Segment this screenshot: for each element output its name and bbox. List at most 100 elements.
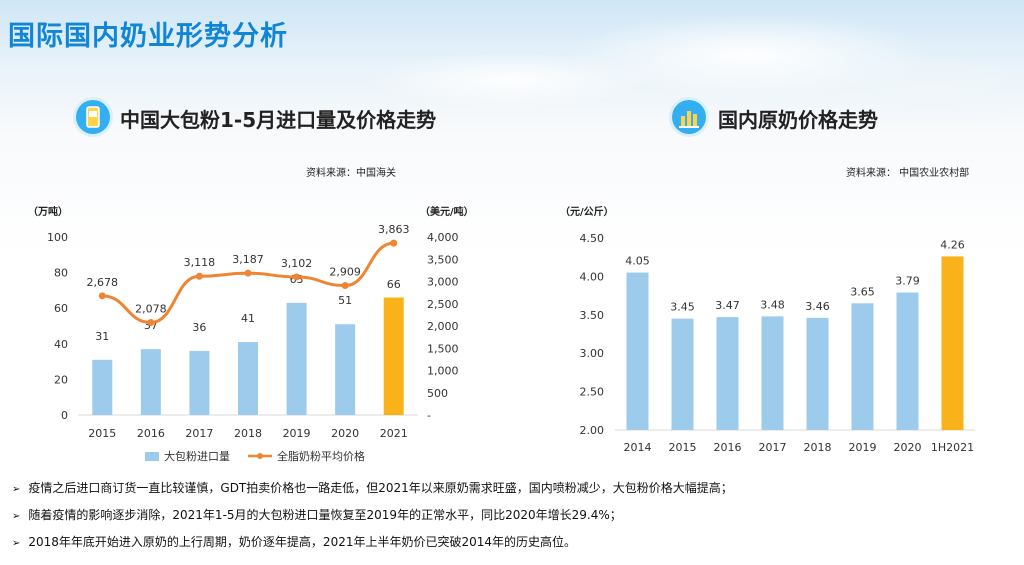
bullet-text: 2018年年底开始进入原奶的上行周期，奶价逐年提高，2021年上半年奶价已突破2… [28, 535, 577, 549]
bar-import-volume [383, 297, 404, 415]
bar-value-label: 3.46 [805, 300, 830, 313]
x-tick-label: 2016 [714, 441, 742, 454]
right-y-tick-label: 2,000 [427, 320, 459, 333]
bar-value-label: 41 [241, 312, 255, 325]
price-point [98, 292, 106, 300]
bar-milk-price [806, 317, 829, 430]
bar-milk-price [626, 272, 649, 430]
bar-milk-price [671, 318, 694, 430]
price-value-label: 3,118 [184, 256, 216, 269]
bar-value-label: 3.45 [670, 301, 695, 314]
bar-milk-price [761, 316, 784, 430]
x-tick-label: 2017 [185, 427, 213, 440]
y-tick-label: 2.00 [580, 424, 605, 437]
right-y-tick-label: - [427, 409, 431, 422]
bar-value-label: 3.79 [895, 275, 920, 288]
left-y-tick-label: 80 [54, 267, 68, 280]
x-tick-label: 2018 [234, 427, 262, 440]
price-point [390, 239, 398, 247]
right-y-tick-label: 4,000 [427, 231, 459, 244]
price-point [147, 319, 155, 327]
bullet-item: ➢ 2018年年底开始进入原奶的上行周期，奶价逐年提高，2021年上半年奶价已突破… [12, 532, 1012, 559]
right-source-note: 资料来源： 中国农业农村部 [846, 168, 970, 179]
x-tick-label: 2018 [804, 441, 832, 454]
price-value-label: 3,187 [232, 253, 264, 266]
y-tick-label: 4.50 [580, 232, 605, 245]
price-value-label: 3,863 [378, 223, 410, 236]
bullet-item: ➢ 疫情之后进口商订货一直比较谨慎，GDT拍卖价格也一路走低，但2021年以来原奶… [12, 478, 1012, 505]
x-tick-label: 2015 [88, 427, 116, 440]
x-tick-label: 1H2021 [931, 441, 974, 454]
price-value-label: 2,078 [135, 303, 167, 316]
right-y-tick-label: 1,500 [427, 342, 459, 355]
arrow-marker-icon: ➢ [12, 538, 21, 549]
left-y-tick-label: 60 [54, 302, 68, 315]
x-tick-label: 2020 [331, 427, 359, 440]
bar-import-volume [140, 349, 161, 415]
right-y-tick-label: 3,500 [427, 253, 459, 266]
x-tick-label: 2020 [894, 441, 922, 454]
left-y-tick-label: 100 [47, 231, 68, 244]
x-tick-label: 2019 [283, 427, 311, 440]
price-point [293, 273, 301, 281]
x-tick-label: 2021 [380, 427, 408, 440]
bar-value-label: 36 [192, 321, 206, 334]
left-panel-title: 中国大包粉1-5月进口量及价格走势 [120, 108, 437, 132]
price-point [341, 282, 349, 290]
bullet-text: 疫情之后进口商订货一直比较谨慎，GDT拍卖价格也一路走低，但2021年以来原奶需… [28, 481, 733, 495]
left-y-tick-label: 20 [54, 373, 68, 386]
right-panel-title: 国内原奶价格走势 [718, 108, 878, 132]
y-tick-label: 2.50 [580, 386, 605, 399]
milk-splash-decoration [330, 0, 1024, 120]
price-value-label: 3,102 [281, 257, 313, 270]
right-axis-unit: （美元/吨） [420, 207, 474, 218]
bar-milk-price [896, 292, 919, 430]
x-tick-label: 2019 [849, 441, 877, 454]
bar-value-label: 4.05 [625, 255, 650, 268]
bar-milk-price [941, 256, 964, 430]
bar-value-label: 66 [387, 278, 401, 291]
bar-value-label: 3.65 [850, 285, 875, 298]
powder-package-icon [76, 100, 110, 134]
bar-value-label: 4.26 [940, 238, 965, 251]
bar-import-volume [286, 302, 307, 415]
bar-import-volume [92, 359, 113, 415]
y-tick-label: 3.00 [580, 347, 605, 360]
x-tick-label: 2014 [624, 441, 652, 454]
legend-line-label: 全脂奶粉平均价格 [277, 449, 365, 463]
bar-import-volume [189, 350, 210, 415]
price-point [195, 272, 203, 280]
y-tick-label: 3.50 [580, 309, 605, 322]
price-value-label: 2,909 [329, 266, 361, 279]
right-y-tick-label: 2,500 [427, 298, 459, 311]
bar-value-label: 3.48 [760, 298, 785, 311]
right-y-tick-label: 500 [427, 387, 448, 400]
bar-chart-icon [672, 100, 706, 134]
right-y-tick-label: 1,000 [427, 365, 459, 378]
legend-line-marker [257, 453, 263, 459]
bar-import-volume [335, 324, 356, 415]
y-tick-label: 4.00 [580, 270, 605, 283]
legend-bar-label: 大包粉进口量 [164, 449, 230, 463]
right-y-tick-label: 3,000 [427, 276, 459, 289]
bullet-item: ➢ 随着疫情的影响逐步消除，2021年1-5月的大包粉进口量恢复至2019年的正常… [12, 505, 1012, 532]
left-source-note: 资料来源：中国海关 [306, 168, 396, 179]
bar-milk-price [716, 317, 739, 430]
bar-value-label: 51 [338, 294, 352, 307]
bar-import-volume [238, 342, 258, 415]
bullet-text: 随着疫情的影响逐步消除，2021年1-5月的大包粉进口量恢复至2019年的正常水… [28, 508, 622, 522]
legend-bar-swatch [145, 452, 159, 461]
x-tick-label: 2017 [759, 441, 787, 454]
x-tick-label: 2016 [137, 427, 165, 440]
bar-milk-price [851, 303, 874, 430]
right-chart-unit: （元/公斤） [560, 207, 614, 218]
price-point [244, 269, 252, 277]
price-value-label: 2,678 [87, 276, 119, 289]
arrow-marker-icon: ➢ [12, 511, 21, 522]
page-title: 国际国内奶业形势分析 [8, 21, 288, 52]
left-axis-unit: （万吨） [28, 207, 68, 218]
bullet-list: ➢ 疫情之后进口商订货一直比较谨慎，GDT拍卖价格也一路走低，但2021年以来原奶… [12, 478, 1012, 559]
left-y-tick-label: 40 [54, 338, 68, 351]
